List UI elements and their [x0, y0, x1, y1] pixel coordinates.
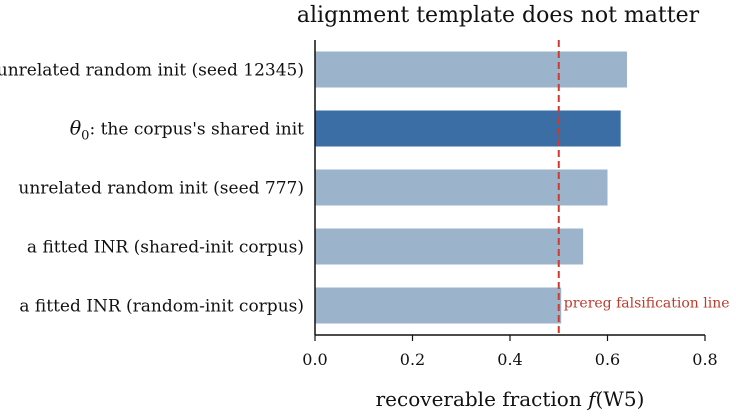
bar-1 — [315, 51, 627, 88]
x-ticks: 0.0 0.2 0.4 0.6 0.8 — [302, 335, 718, 369]
chart-title: alignment template does not matter — [297, 3, 700, 28]
x-tick-label: 0.8 — [692, 350, 717, 369]
x-tick-label: 0.6 — [595, 350, 620, 369]
bar-4 — [315, 228, 584, 265]
x-tick-label: 0.2 — [400, 350, 425, 369]
reference-line-label: prereg falsification line — [564, 296, 730, 312]
x-tick-label: 0.0 — [302, 350, 327, 369]
bar-3 — [315, 169, 608, 206]
category-label-4: a fitted INR (shared-init corpus) — [27, 238, 304, 258]
category-label-1: unrelated random init (seed 12345) — [0, 61, 304, 81]
bar-5 — [315, 287, 562, 324]
category-label-5: a fitted INR (random-init corpus) — [19, 297, 304, 317]
x-axis-label: recoverable fraction f(W5) — [376, 387, 645, 411]
category-label-2: θ0: the corpus's shared init — [70, 118, 304, 144]
bar-2 — [315, 110, 621, 147]
category-labels: unrelated random init (seed 12345) θ0: th… — [0, 61, 304, 317]
bars-group — [315, 51, 627, 324]
x-tick-label: 0.4 — [497, 350, 522, 369]
category-label-3: unrelated random init (seed 777) — [18, 179, 304, 199]
